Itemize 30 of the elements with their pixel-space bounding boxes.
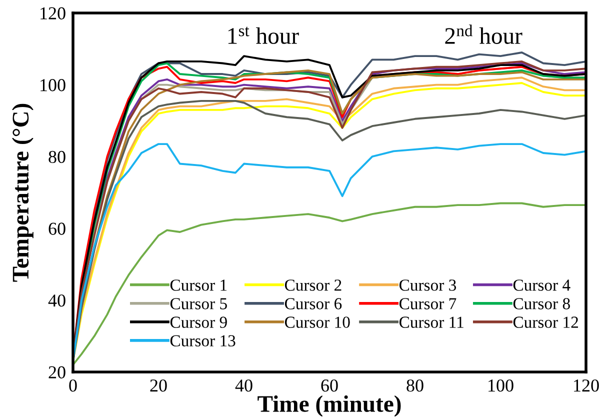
legend-label: Cursor 7 [399,298,456,310]
legend-label: Cursor 8 [513,298,570,310]
legend-label: Cursor 5 [170,298,227,310]
x-tick-label: 100 [488,379,514,392]
x-tick-label: 0 [69,379,77,392]
legend-label: Cursor 3 [399,280,456,291]
legend-label: Cursor 10 [284,316,350,328]
legend-label: Cursor 4 [513,280,570,291]
y-tick-label: 100 [40,79,66,92]
x-tick-label: 120 [574,379,599,392]
legend-label: Cursor 9 [170,316,227,328]
legend-label: Cursor 12 [513,316,578,328]
annotation: 2$^{nd}$ hour [445,24,522,44]
x-tick-label: 60 [321,379,338,392]
x-tick-label: 80 [406,379,424,392]
annotation: 1$^{st}$ hour [228,26,299,44]
legend-label: Cursor 1 [170,280,227,291]
y-tick-label: 80 [48,150,66,164]
y-axis-title: Temperature (°C) [12,104,34,282]
y-tick-label: 60 [48,222,66,235]
legend-label: Cursor 13 [170,335,236,346]
x-tick-label: 40 [235,379,252,392]
legend-label: Cursor 11 [399,316,464,328]
legend-label: Cursor 2 [284,280,342,291]
x-tick-label: 20 [150,379,167,392]
legend-label: Cursor 6 [284,298,342,310]
y-tick-label: 120 [40,7,66,20]
x-axis-title: Time (minute) [258,395,401,417]
y-tick-label: 20 [48,366,66,378]
y-tick-label: 40 [48,294,66,307]
